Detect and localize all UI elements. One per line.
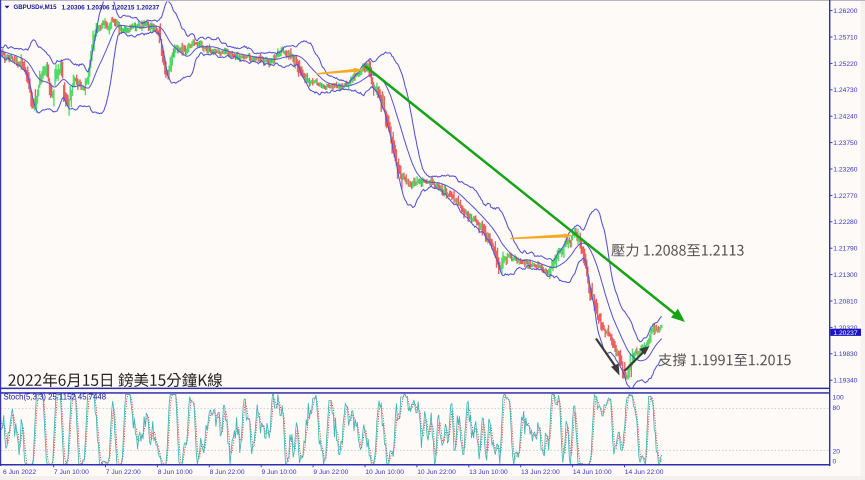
svg-text:14 Jun 22:00: 14 Jun 22:00 — [625, 469, 664, 476]
svg-text:1.20306 1.20306 1.20215 1.2023: 1.20306 1.20306 1.20215 1.20237 — [62, 4, 160, 11]
svg-text:13 Jun 22:00: 13 Jun 22:00 — [521, 469, 560, 476]
svg-text:1.25220: 1.25220 — [833, 61, 857, 68]
svg-text:20: 20 — [833, 448, 841, 455]
svg-text:1.20237: 1.20237 — [833, 330, 857, 337]
svg-text:0: 0 — [833, 458, 837, 465]
svg-text:100: 100 — [833, 394, 844, 401]
svg-text:10 Jun 22:00: 10 Jun 22:00 — [417, 469, 456, 476]
svg-text:1.23750: 1.23750 — [833, 140, 857, 147]
svg-text:Stoch(5,3,3) 25.1152 45.7448: Stoch(5,3,3) 25.1152 45.7448 — [4, 393, 107, 402]
svg-text:7 Jun 22:00: 7 Jun 22:00 — [106, 469, 141, 476]
svg-text:1.19830: 1.19830 — [833, 351, 857, 358]
svg-text:14 Jun 10:00: 14 Jun 10:00 — [573, 469, 612, 476]
svg-text:1.22280: 1.22280 — [833, 219, 857, 226]
svg-text:9 Jun 22:00: 9 Jun 22:00 — [313, 469, 348, 476]
svg-text:1.25710: 1.25710 — [833, 34, 857, 41]
svg-text:6 Jun 2022: 6 Jun 2022 — [3, 469, 36, 476]
svg-text:13 Jun 10:00: 13 Jun 10:00 — [469, 469, 508, 476]
svg-text:1.21300: 1.21300 — [833, 272, 857, 279]
svg-text:GBPUSD#,M15: GBPUSD#,M15 — [14, 4, 58, 11]
svg-text:1.20810: 1.20810 — [833, 298, 857, 305]
svg-text:80: 80 — [833, 405, 841, 412]
svg-text:1.19340: 1.19340 — [833, 378, 857, 385]
svg-text:1.21790: 1.21790 — [833, 246, 857, 253]
svg-text:10 Jun 10:00: 10 Jun 10:00 — [365, 469, 404, 476]
svg-text:1.23260: 1.23260 — [833, 166, 857, 173]
svg-text:1.20320: 1.20320 — [833, 325, 857, 332]
svg-text:8 Jun 22:00: 8 Jun 22:00 — [210, 469, 245, 476]
svg-text:1.22770: 1.22770 — [833, 193, 857, 200]
svg-text:1.26200: 1.26200 — [833, 8, 857, 15]
svg-text:7 Jun 10:00: 7 Jun 10:00 — [54, 469, 89, 476]
svg-text:9 Jun 10:00: 9 Jun 10:00 — [262, 469, 297, 476]
svg-text:1.24240: 1.24240 — [833, 114, 857, 121]
svg-text:8 Jun 10:00: 8 Jun 10:00 — [158, 469, 193, 476]
svg-text:1.24730: 1.24730 — [833, 87, 857, 94]
